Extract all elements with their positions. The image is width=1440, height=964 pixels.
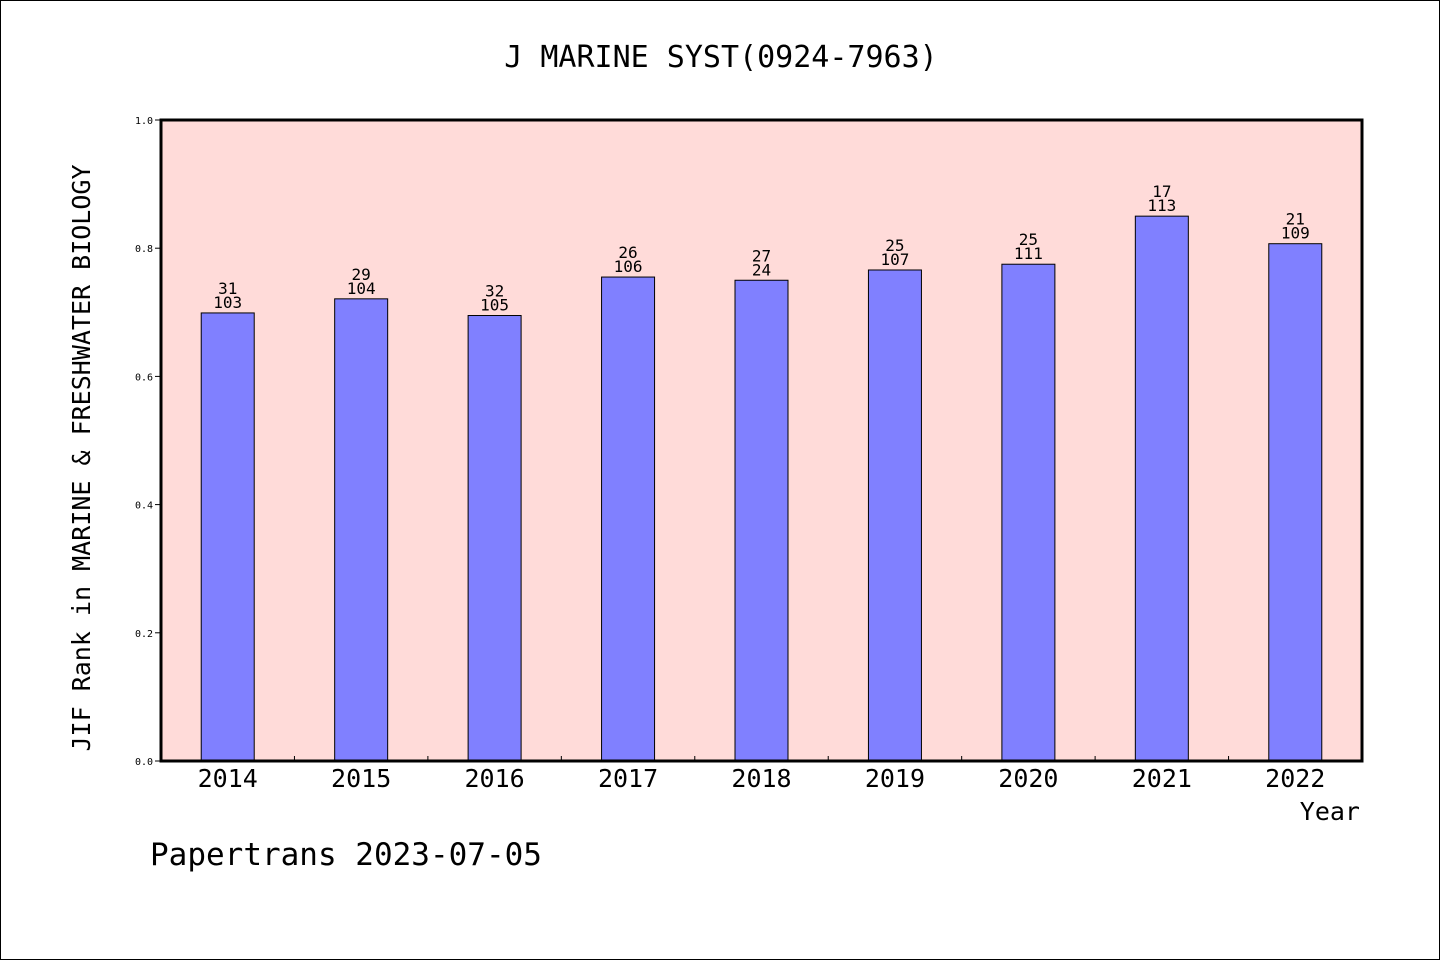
bar-2021: [1134, 215, 1189, 762]
bar-rank-label: 25: [1019, 230, 1038, 249]
y-tick-label: 1.0: [135, 116, 153, 127]
bar-total-label: 105: [480, 296, 509, 315]
chart-title: J MARINE SYST(0924-7963): [504, 40, 937, 75]
x-tick-label: 2021: [1132, 764, 1192, 793]
x-axis-label: Year: [1300, 797, 1360, 826]
y-tick-label: 0.6: [135, 372, 153, 383]
bar-total-label: 24: [752, 260, 771, 279]
y-tick-label: 0.8: [135, 244, 153, 255]
bar-rank-label: 31: [218, 279, 237, 298]
bar-2019: [867, 269, 922, 762]
bar-total-label: 113: [1147, 196, 1176, 215]
bar-rank-label: 32: [485, 282, 504, 301]
x-tick-label: 2018: [731, 764, 791, 793]
bar-2020: [1001, 263, 1056, 762]
bars: [200, 215, 1323, 762]
bar-2015: [334, 298, 389, 762]
x-tick-label: 2020: [998, 764, 1058, 793]
x-tick-label: 2015: [331, 764, 391, 793]
bar-2022: [1268, 243, 1323, 762]
x-tick-label: 2019: [865, 764, 925, 793]
bar-rank-label: 21: [1286, 210, 1305, 229]
bar-total-label: 111: [1014, 244, 1043, 263]
bar-rank-label: 26: [618, 243, 637, 262]
y-tick-label: 0.2: [135, 629, 153, 640]
bar-rank-label: 29: [352, 265, 371, 284]
y-tick-label: 0.4: [135, 501, 153, 512]
bar-rank-label: 25: [885, 236, 904, 255]
bar-total-label: 103: [213, 293, 242, 312]
bar-total-label: 109: [1281, 224, 1310, 243]
footer-credit: Papertrans 2023-07-05: [150, 837, 542, 873]
bar-total-label: 107: [880, 250, 909, 269]
x-tick-label: 2016: [465, 764, 525, 793]
plot-frame: [159, 118, 1364, 763]
bar-2016: [467, 315, 522, 762]
bar-2014: [200, 312, 255, 762]
x-tick-label: 2022: [1265, 764, 1325, 793]
y-axis-ticks: 0.0 0.2 0.4 0.6 0.8 1.0: [135, 116, 161, 768]
bar-2018: [734, 279, 789, 762]
x-tick-label: 2014: [198, 764, 258, 793]
bar-rank-label: 17: [1152, 182, 1171, 201]
y-tick-label: 0.0: [135, 757, 153, 768]
x-tick-label: 2017: [598, 764, 658, 793]
x-axis-ticks: 2014 2015 2016 2017 2018 2019 2020 2021 2022: [198, 756, 1325, 793]
bar-2017: [601, 276, 656, 762]
bar-total-label: 104: [347, 279, 376, 298]
bar-total-label: 106: [614, 257, 643, 276]
bar-rank-label: 27: [752, 246, 771, 265]
y-axis-label: JIF Rank in MARINE & FRESHWATER BIOLOGY: [67, 165, 96, 752]
